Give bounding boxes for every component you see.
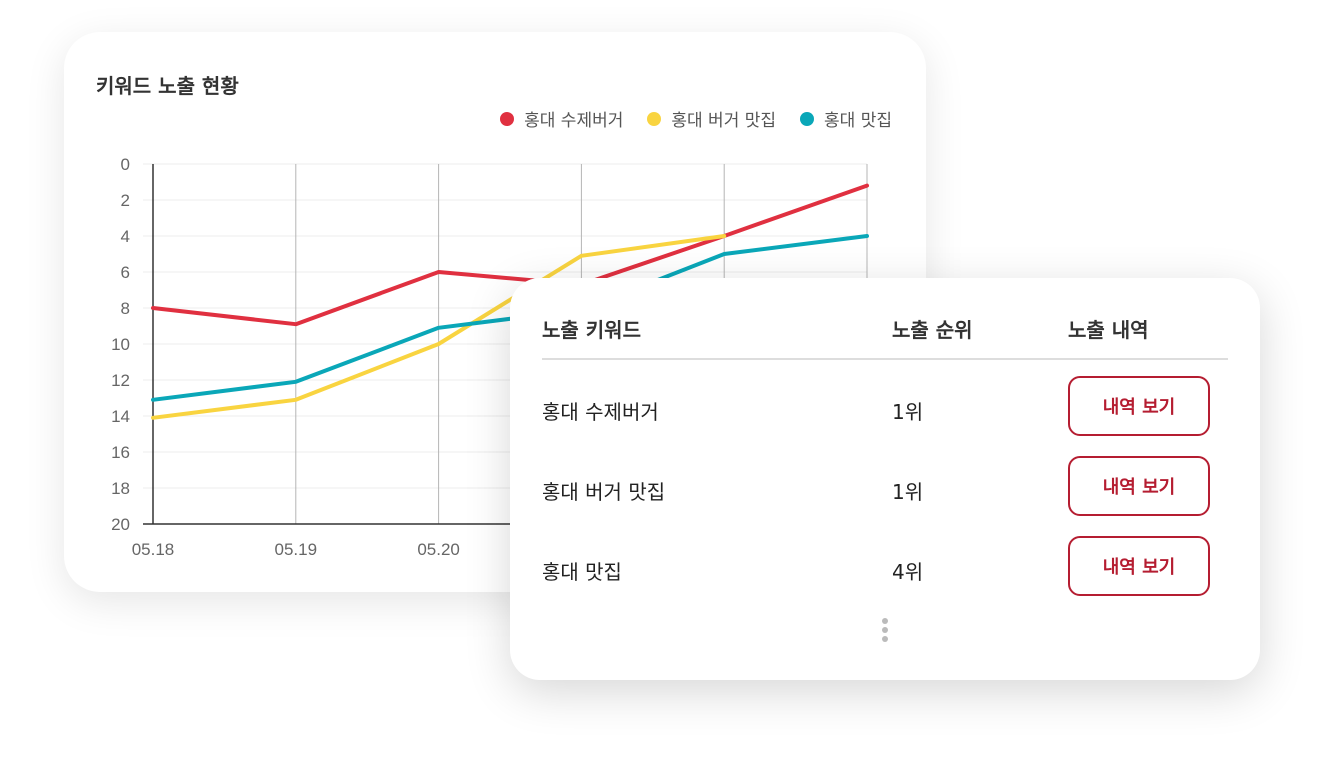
x-tick-label: 05.18 bbox=[132, 540, 175, 559]
legend-label: 홍대 버거 맛집 bbox=[671, 111, 777, 131]
legend-item: 홍대 맛집 bbox=[800, 106, 892, 131]
series-line bbox=[151, 234, 727, 420]
legend-dot-icon bbox=[800, 111, 815, 126]
y-tick-label: 18 bbox=[111, 479, 130, 498]
column-header-rank: 노출 순위 bbox=[892, 318, 973, 342]
row-rank: 4위 bbox=[892, 560, 924, 584]
legend-dot-icon bbox=[647, 111, 662, 126]
legend-label: 홍대 맛집 bbox=[824, 111, 892, 131]
y-tick-label: 4 bbox=[121, 227, 130, 246]
row-rank: 1위 bbox=[892, 480, 924, 504]
view-history-button[interactable]: 내역 보기 bbox=[1068, 536, 1210, 596]
view-history-button[interactable]: 내역 보기 bbox=[1068, 376, 1210, 436]
chart-title: 키워드 노출 현황 bbox=[96, 74, 239, 98]
y-tick-label: 12 bbox=[111, 371, 130, 390]
chart-legend: 홍대 수제버거 홍대 버거 맛집 홍대 맛집 bbox=[500, 106, 892, 131]
y-tick-label: 8 bbox=[121, 299, 130, 318]
y-tick-label: 10 bbox=[111, 335, 130, 354]
row-keyword: 홍대 버거 맛집 bbox=[542, 480, 666, 504]
y-tick-label: 16 bbox=[111, 443, 130, 462]
view-history-button[interactable]: 내역 보기 bbox=[1068, 456, 1210, 516]
row-keyword: 홍대 맛집 bbox=[542, 560, 622, 584]
y-tick-label: 6 bbox=[121, 263, 130, 282]
row-keyword: 홍대 수제버거 bbox=[542, 400, 659, 424]
header-divider bbox=[542, 358, 1228, 360]
y-tick-label: 20 bbox=[111, 515, 130, 534]
vertical-ellipsis-icon[interactable] bbox=[880, 618, 890, 645]
legend-item: 홍대 수제버거 bbox=[500, 106, 623, 131]
legend-dot-icon bbox=[500, 111, 515, 126]
x-tick-label: 05.19 bbox=[275, 540, 318, 559]
x-tick-label: 05.20 bbox=[417, 540, 460, 559]
series-line bbox=[151, 183, 869, 327]
column-header-history: 노출 내역 bbox=[1068, 318, 1149, 342]
y-tick-label: 14 bbox=[111, 407, 130, 426]
column-header-keyword: 노출 키워드 bbox=[542, 318, 641, 342]
keyword-rank-table-card: 노출 키워드 노출 순위 노출 내역 홍대 수제버거 1위 내역 보기 홍대 버… bbox=[510, 278, 1260, 680]
legend-label: 홍대 수제버거 bbox=[524, 111, 624, 131]
y-tick-label: 0 bbox=[121, 155, 130, 174]
row-rank: 1위 bbox=[892, 400, 924, 424]
legend-item: 홍대 버거 맛집 bbox=[647, 106, 776, 131]
y-tick-label: 2 bbox=[121, 191, 130, 210]
